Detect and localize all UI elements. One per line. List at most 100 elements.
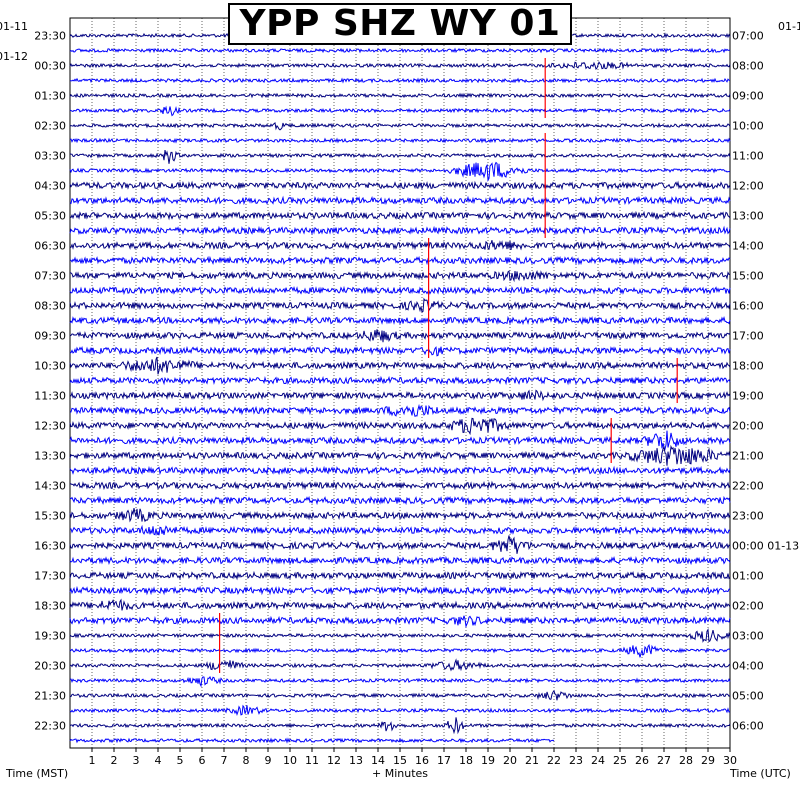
left-hour-label: 16:30 [34, 540, 66, 553]
seismic-trace [69, 92, 731, 99]
left-hour-label: 07:30 [34, 270, 66, 283]
left-hour-label: 05:30 [34, 210, 66, 223]
x-tick-label: 16 [415, 754, 429, 767]
right-hour-label: 05:00 [732, 690, 764, 703]
x-tick-label: 25 [613, 754, 627, 767]
left-hour-label: 06:30 [34, 240, 66, 253]
left-hour-label: 14:30 [34, 480, 66, 493]
seismic-trace [69, 297, 731, 313]
seismic-trace [69, 195, 731, 206]
x-tick-label: 5 [177, 754, 184, 767]
right-hour-label: 08:00 [732, 60, 764, 73]
right-hour-label: 06:00 [732, 720, 764, 733]
seismic-trace [69, 210, 731, 221]
x-tick-label: 24 [591, 754, 605, 767]
left-hour-label: 19:30 [34, 630, 66, 643]
seismic-trace [69, 480, 731, 491]
x-tick-label: 1 [89, 754, 96, 767]
left-hour-label: 22:30 [34, 720, 66, 733]
x-axis-title: + Minutes [372, 767, 429, 780]
x-tick-label: 26 [635, 754, 649, 767]
left-hour-label: 17:30 [34, 570, 66, 583]
seismic-trace [69, 149, 731, 164]
seismic-trace [69, 375, 731, 386]
seismic-trace [69, 585, 731, 596]
right-axis-title: Time (UTC) [730, 767, 791, 780]
seismic-trace [69, 689, 731, 701]
seismic-trace [69, 717, 731, 735]
seismic-trace [69, 444, 731, 466]
seismic-trace [69, 356, 731, 375]
x-tick-label: 13 [349, 754, 363, 767]
right-hour-label: 00:00 01-13 [732, 540, 799, 553]
left-hour-label: 08:30 [34, 300, 66, 313]
right-hour-label: 15:00 [732, 270, 764, 283]
left-hour-label: 18:30 [34, 600, 66, 613]
left-hour-label: 15:30 [34, 510, 66, 523]
right-date-label: 01-1 [778, 20, 800, 33]
right-hour-label: 19:00 [732, 390, 764, 403]
seismic-trace [69, 137, 731, 144]
seismic-trace [69, 643, 731, 658]
seismic-trace [69, 225, 731, 236]
right-hour-label: 21:00 [732, 450, 764, 463]
right-hour-label: 11:00 [732, 150, 764, 163]
seismic-trace [69, 737, 555, 744]
x-tick-label: 8 [243, 754, 250, 767]
seismic-trace [69, 570, 731, 581]
seismic-trace [69, 508, 731, 523]
right-hour-label: 09:00 [732, 90, 764, 103]
seismic-trace [69, 121, 731, 131]
x-tick-label: 11 [305, 754, 319, 767]
x-tick-label: 6 [199, 754, 206, 767]
seismic-trace [69, 555, 731, 566]
seismic-trace [69, 495, 731, 506]
left-date-label: 01-11 [0, 20, 28, 33]
x-tick-label: 18 [459, 754, 473, 767]
seismic-trace [69, 255, 731, 266]
right-hour-label: 07:00 [732, 30, 764, 43]
left-hour-label: 03:30 [34, 150, 66, 163]
chart-title: YPP SHZ WY 01 [228, 3, 572, 45]
seismic-trace [69, 535, 731, 554]
seismic-trace [69, 598, 731, 611]
seismic-trace [69, 345, 731, 357]
x-tick-label: 12 [327, 754, 341, 767]
x-tick-label: 23 [569, 754, 583, 767]
seismic-trace [69, 524, 731, 536]
x-tick-label: 27 [657, 754, 671, 767]
right-hour-label: 22:00 [732, 480, 764, 493]
seismic-trace [69, 315, 731, 326]
seismic-trace [69, 180, 731, 191]
left-hour-label: 12:30 [34, 420, 66, 433]
x-tick-label: 17 [437, 754, 451, 767]
right-hour-label: 04:00 [732, 660, 764, 673]
x-tick-label: 14 [371, 754, 385, 767]
x-tick-label: 29 [701, 754, 715, 767]
x-tick-label: 28 [679, 754, 693, 767]
x-tick-label: 9 [265, 754, 272, 767]
seismic-trace [69, 465, 731, 476]
seismic-trace [69, 161, 731, 182]
seismic-trace [70, 77, 731, 84]
right-hour-label: 10:00 [732, 120, 764, 133]
x-tick-label: 19 [481, 754, 495, 767]
right-hour-label: 20:00 [732, 420, 764, 433]
left-hour-label: 11:30 [34, 390, 66, 403]
seismic-trace [69, 285, 731, 296]
right-hour-label: 02:00 [732, 600, 764, 613]
seismic-trace [69, 658, 731, 672]
seismic-trace [69, 403, 731, 418]
x-tick-label: 10 [283, 754, 297, 767]
left-hour-label: 10:30 [34, 360, 66, 373]
left-hour-label: 21:30 [34, 690, 66, 703]
seismic-trace [69, 240, 731, 251]
right-hour-label: 13:00 [732, 210, 764, 223]
right-hour-label: 17:00 [732, 330, 764, 343]
seismic-trace [69, 430, 731, 451]
left-axis-title: Time (MST) [6, 767, 69, 780]
x-tick-label: 4 [155, 754, 162, 767]
right-hour-label: 18:00 [732, 360, 764, 373]
